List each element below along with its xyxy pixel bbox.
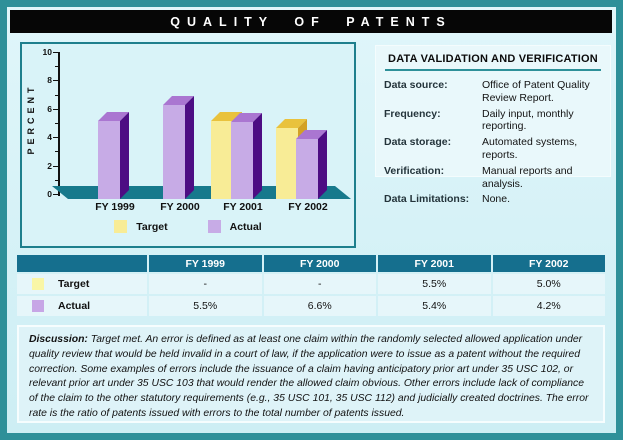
bar-actual-fy-2000 (163, 96, 194, 199)
x-axis-label: FY 1999 (95, 201, 135, 213)
table-row: Actual 5.5% 6.6% 5.4% 4.2% (17, 296, 605, 316)
y-tick-label: 8 (47, 75, 52, 86)
y-tick-label: 4 (47, 132, 52, 143)
y-axis-tick (55, 123, 58, 124)
bar-front-face (231, 122, 253, 199)
validation-value: Daily input, monthly reporting. (482, 107, 574, 133)
legend-label: Target (136, 220, 168, 233)
y-axis-tick (53, 108, 58, 110)
bar-actual-fy-2002 (296, 130, 327, 199)
chart-legend: Target Actual (22, 220, 354, 233)
validation-value: None. (482, 193, 511, 206)
bar-actual-fy-2001 (231, 113, 262, 199)
validation-rows: Data source: Office of Patent Quality Rev… (384, 79, 602, 206)
row-label: Target (58, 278, 90, 290)
y-axis-line (58, 52, 60, 196)
table-row-label-cell: Actual (17, 296, 147, 316)
table-cell: 5.0% (492, 274, 605, 294)
y-axis-tick (53, 165, 58, 167)
y-axis-tick (53, 52, 58, 53)
bar-side-face (318, 130, 327, 199)
validation-row: Data source: Office of Patent Quality Rev… (384, 79, 602, 105)
bar-side-face (185, 96, 194, 199)
bar-front-face (211, 120, 233, 199)
y-axis-tick (53, 194, 58, 195)
table-cell: 6.6% (263, 296, 376, 316)
y-axis-tick (55, 94, 58, 96)
bar-front-face (163, 105, 185, 199)
x-axis-label: FY 2001 (223, 201, 263, 213)
bar-front-face (276, 128, 298, 199)
table-header-cell: FY 2002 (492, 255, 605, 272)
validation-label: Data Limitations: (384, 193, 470, 206)
validation-label: Data source: (384, 79, 448, 91)
table-cell: 4.2% (492, 296, 605, 316)
table-header-cell: FY 1999 (149, 255, 262, 272)
y-axis-tick (53, 80, 58, 82)
y-axis-tick (55, 66, 58, 68)
validation-value: Manual reports and analysis. (482, 164, 573, 190)
bar-actual-fy-1999 (98, 111, 129, 199)
validation-row: Verification: Manual reports and analysis… (384, 165, 602, 191)
row-swatch-target (32, 278, 44, 290)
table-header-cell: FY 2001 (378, 255, 491, 272)
discussion-text: Discussion: Target met. An error is defi… (29, 334, 589, 419)
discussion-box: Discussion: Target met. An error is defi… (17, 325, 605, 423)
y-axis-tick (55, 179, 58, 181)
validation-label: Verification: (384, 164, 445, 177)
y-tick-label: 10 (42, 47, 52, 57)
x-axis-label: FY 2002 (288, 201, 328, 213)
legend-label: Actual (229, 220, 262, 233)
table-row: Target - -5.5% 5.0% (17, 274, 605, 294)
validation-label: Data storage: (384, 136, 452, 149)
table-cell: - (149, 274, 262, 294)
y-axis-tick (55, 151, 58, 153)
legend-swatch-actual (207, 220, 221, 233)
table-header-row: FY 1999 FY 2000 FY 2001 FY 2002 (17, 255, 605, 272)
validation-row: Data Limitations: None. (384, 193, 602, 206)
legend-swatch-target (114, 220, 128, 233)
bar-front-face (98, 120, 120, 199)
table-cell: - (263, 274, 376, 294)
y-tick-label: 2 (47, 160, 52, 171)
validation-label: Frequency: (384, 107, 441, 120)
validation-rule (385, 69, 601, 71)
legend-item-target: Target (114, 220, 168, 233)
bar-side-face (253, 113, 262, 199)
x-axis-label: FY 2000 (160, 201, 200, 213)
table-header-cell: FY 2000 (263, 255, 376, 272)
data-table: FY 1999 FY 2000 FY 2001 FY 2002 Target - -5.5%… (17, 255, 605, 318)
table-header-cell (17, 255, 147, 272)
bar-target-fy-2002 (276, 119, 307, 199)
validation-row: Data storage: Automated systems, reports. (384, 136, 602, 162)
discussion-label: Discussion: (29, 334, 88, 345)
page-content: QUALITY OF PATENTS PERCENT Target Actual … (7, 7, 616, 433)
legend-item-actual: Actual (207, 220, 262, 233)
bar-target-fy-2001 (211, 111, 242, 199)
y-axis-tick (53, 137, 58, 139)
chart-plot-area: PERCENT Target Actual 0 2 4 6 8 10 FY 1999 FY 20… (22, 44, 354, 246)
title-bar: QUALITY OF PATENTS (10, 10, 612, 33)
y-tick-label: 6 (47, 103, 52, 114)
bar-front-face (296, 139, 318, 199)
table-cell: 5.5% (149, 296, 262, 316)
table-cell: 5.4% (378, 296, 491, 316)
y-tick-label: 0 (47, 189, 52, 199)
table-cell: 5.5% (378, 274, 491, 294)
page-title: QUALITY OF PATENTS (170, 14, 452, 29)
bar-side-face (120, 111, 129, 199)
row-label: Actual (58, 300, 91, 312)
table-row-label-cell: Target (17, 274, 147, 294)
validation-value: Automated systems, reports. (482, 136, 578, 161)
validation-title: DATA VALIDATION AND VERIFICATION (388, 53, 598, 65)
validation-row: Frequency: Daily input, monthly reporting… (384, 108, 602, 134)
validation-value: Office of Patent Quality Review Report. (482, 79, 590, 104)
data-validation-box: DATA VALIDATION AND VERIFICATION Data so… (375, 45, 611, 205)
bar-chart: PERCENT Target Actual 0 2 4 6 8 10 FY 1999 FY 20… (20, 42, 356, 248)
row-swatch-actual (32, 300, 44, 312)
